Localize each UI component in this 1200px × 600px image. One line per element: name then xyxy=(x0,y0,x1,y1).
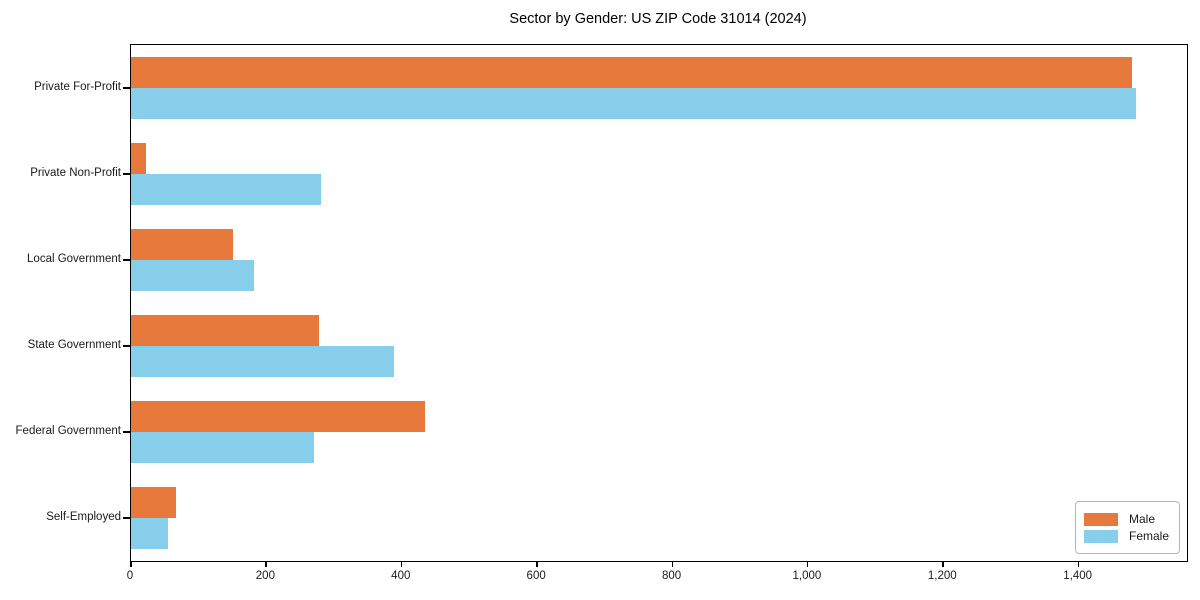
bar-male-private-for-profit xyxy=(131,57,1133,88)
y-tick-self-employed xyxy=(123,517,130,519)
y-tick-local-government xyxy=(123,259,130,261)
x-tick-label-1200: 1,200 xyxy=(927,570,957,582)
x-tick-1400 xyxy=(1077,561,1080,567)
x-tick-1200 xyxy=(942,561,944,567)
x-tick-label-1400: 1,400 xyxy=(1063,570,1093,582)
bar-male-local-government xyxy=(131,229,234,260)
x-tick-800 xyxy=(671,561,674,567)
legend: Male Female xyxy=(1074,501,1180,554)
legend-label-male: Male xyxy=(1128,512,1155,526)
x-tick-200 xyxy=(265,561,267,567)
x-tick-label-1000: 1,000 xyxy=(792,570,822,582)
x-tick-0 xyxy=(130,561,132,567)
x-tick-600 xyxy=(536,561,538,567)
x-tick-label-200: 200 xyxy=(255,570,275,582)
x-tick-label-400: 400 xyxy=(391,570,411,582)
x-tick-label-800: 800 xyxy=(661,570,682,582)
bar-male-self-employed xyxy=(131,487,177,518)
x-tick-1000 xyxy=(806,561,809,567)
bar-female-state-government xyxy=(131,346,395,377)
legend-swatch-male xyxy=(1083,512,1118,526)
bar-female-self-employed xyxy=(131,518,168,549)
y-tick-label-federal-government: Federal Government xyxy=(15,425,121,437)
y-tick-label-private-for-profit: Private For-Profit xyxy=(34,81,121,93)
y-tick-label-self-employed: Self-Employed xyxy=(46,511,121,523)
legend-swatch-female xyxy=(1083,529,1118,543)
y-tick-private-for-profit xyxy=(123,87,130,89)
x-tick-label-0: 0 xyxy=(126,570,134,582)
bar-female-private-non-profit xyxy=(131,174,321,205)
chart-title: Sector by Gender: US ZIP Code 31014 (202… xyxy=(509,11,807,27)
y-tick-label-private-non-profit: Private Non-Profit xyxy=(30,167,121,179)
y-tick-label-state-government: State Government xyxy=(27,339,121,351)
plot-area: Male Female xyxy=(130,44,1188,562)
bar-male-private-non-profit xyxy=(131,143,146,174)
y-tick-private-non-profit xyxy=(123,173,130,175)
legend-entry-female: Female xyxy=(1083,529,1169,543)
y-tick-label-local-government: Local Government xyxy=(27,253,121,265)
bar-female-federal-government xyxy=(131,432,314,463)
bar-male-federal-government xyxy=(131,401,425,432)
bar-female-private-for-profit xyxy=(131,88,1137,119)
bar-female-local-government xyxy=(131,260,254,291)
y-tick-federal-government xyxy=(123,431,130,433)
bar-male-state-government xyxy=(131,315,319,346)
legend-label-female: Female xyxy=(1128,529,1169,543)
legend-entry-male: Male xyxy=(1083,512,1169,526)
x-tick-400 xyxy=(400,561,403,567)
x-tick-label-600: 600 xyxy=(526,570,546,582)
y-tick-state-government xyxy=(123,345,130,347)
